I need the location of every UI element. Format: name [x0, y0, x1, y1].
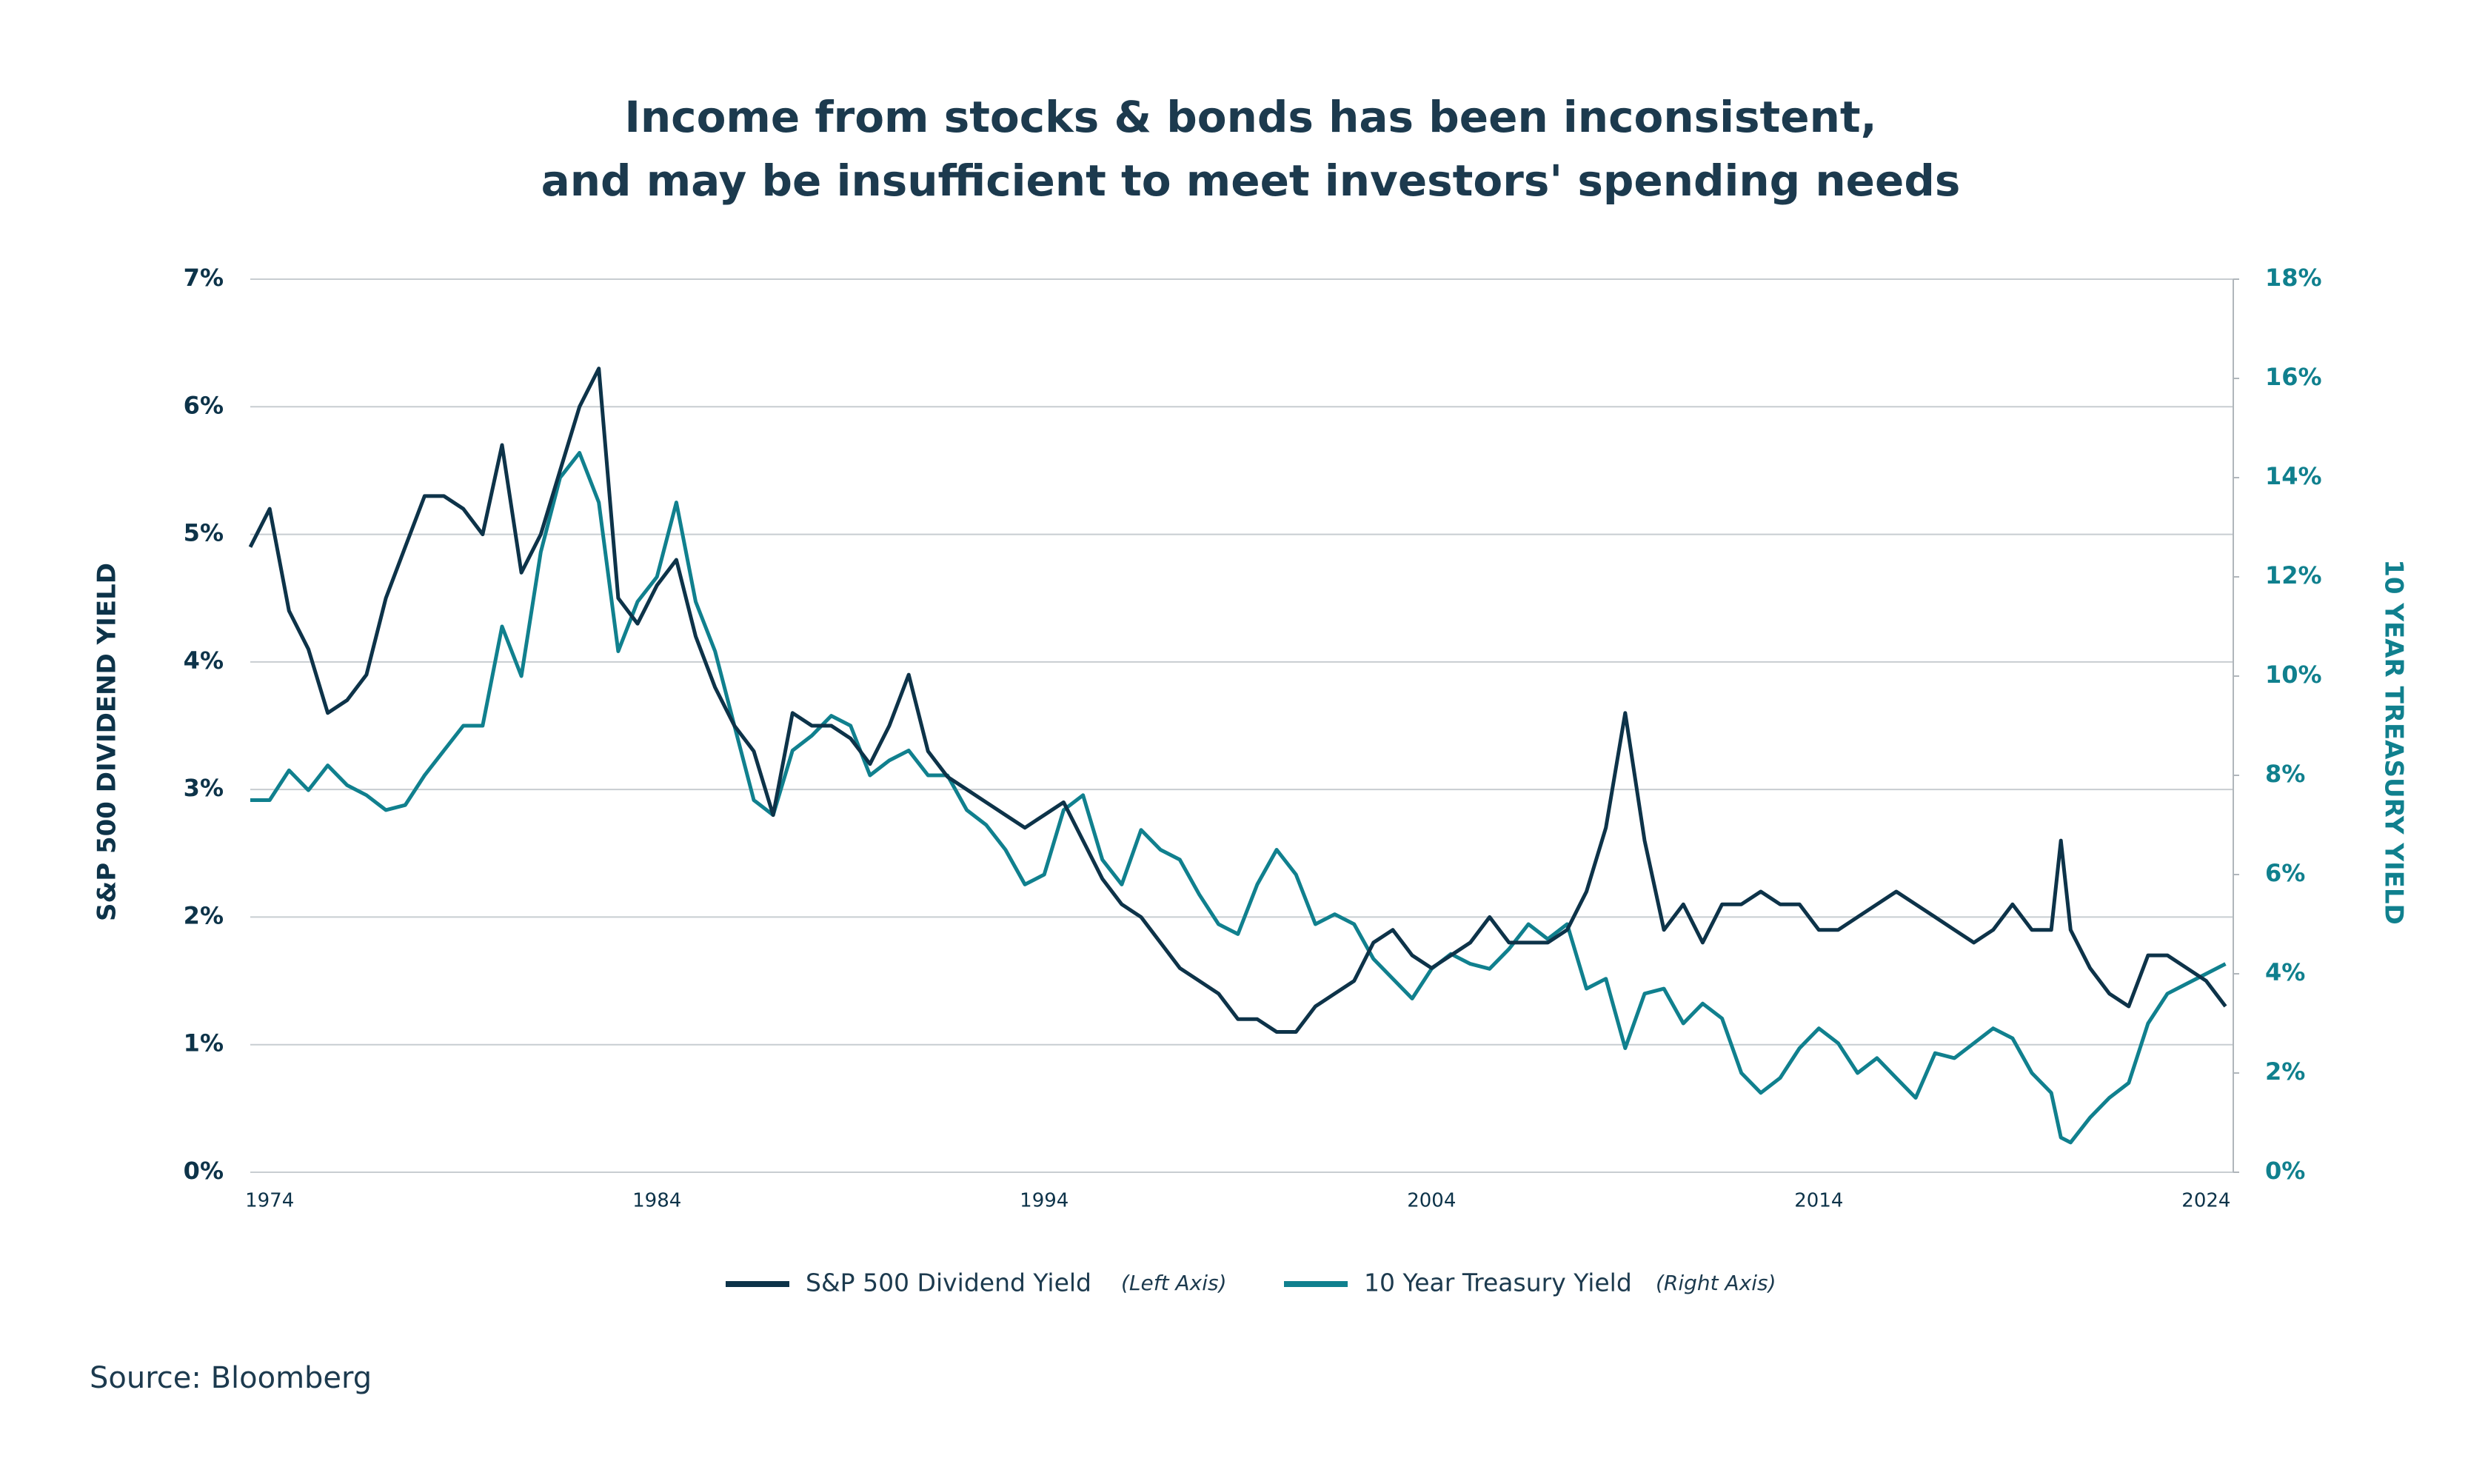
y2-tick-label: 12% [2265, 561, 2322, 589]
y-axis-title: S&P 500 DIVIDEND YIELD [93, 563, 122, 921]
y2-tick-label: 2% [2265, 1057, 2305, 1086]
y-tick-label: 2% [184, 901, 224, 929]
y2-tick-label: 10% [2265, 661, 2322, 689]
y-tick-label: 1% [184, 1029, 224, 1057]
chart-title: Income from stocks & bonds has been inco… [624, 92, 1876, 142]
x-tick-label: 2024 [2181, 1190, 2230, 1212]
y-tick-label: 6% [184, 391, 224, 419]
y2-tick-label: 18% [2265, 264, 2322, 292]
y-tick-label: 4% [184, 646, 224, 675]
x-tick-label: 1994 [1020, 1190, 1069, 1212]
y2-tick-label: 16% [2265, 363, 2322, 391]
series-line [248, 367, 2227, 1034]
source-note: Source: Bloomberg [90, 1361, 372, 1395]
y-tick-label: 0% [184, 1157, 224, 1185]
y2-tick-label: 8% [2265, 760, 2305, 788]
y-tick-label: 3% [184, 774, 224, 802]
series-line [250, 451, 2227, 1145]
y2-tick-label: 0% [2265, 1157, 2305, 1185]
x-tick-label: 2014 [1794, 1190, 1843, 1212]
y2-tick-label: 14% [2265, 462, 2322, 490]
chart-title: and may be insufficient to meet investor… [541, 156, 1961, 206]
y2-tick-label: 4% [2265, 958, 2305, 986]
y-tick-label: 7% [184, 264, 224, 292]
legend-label: 10 Year Treasury Yield [1364, 1269, 1632, 1297]
x-tick-label: 2004 [1407, 1190, 1456, 1212]
y-tick-label: 5% [184, 519, 224, 547]
x-tick-label: 1984 [632, 1190, 681, 1212]
legend-note: (Left Axis) [1121, 1271, 1227, 1295]
y2-axis-title: 10 YEAR TREASURY YIELD [2379, 559, 2409, 925]
y2-tick-label: 6% [2265, 859, 2305, 887]
x-tick-label: 1974 [245, 1190, 294, 1212]
legend-label: S&P 500 Dividend Yield [806, 1269, 1091, 1297]
legend-note: (Right Axis) [1656, 1271, 1776, 1295]
